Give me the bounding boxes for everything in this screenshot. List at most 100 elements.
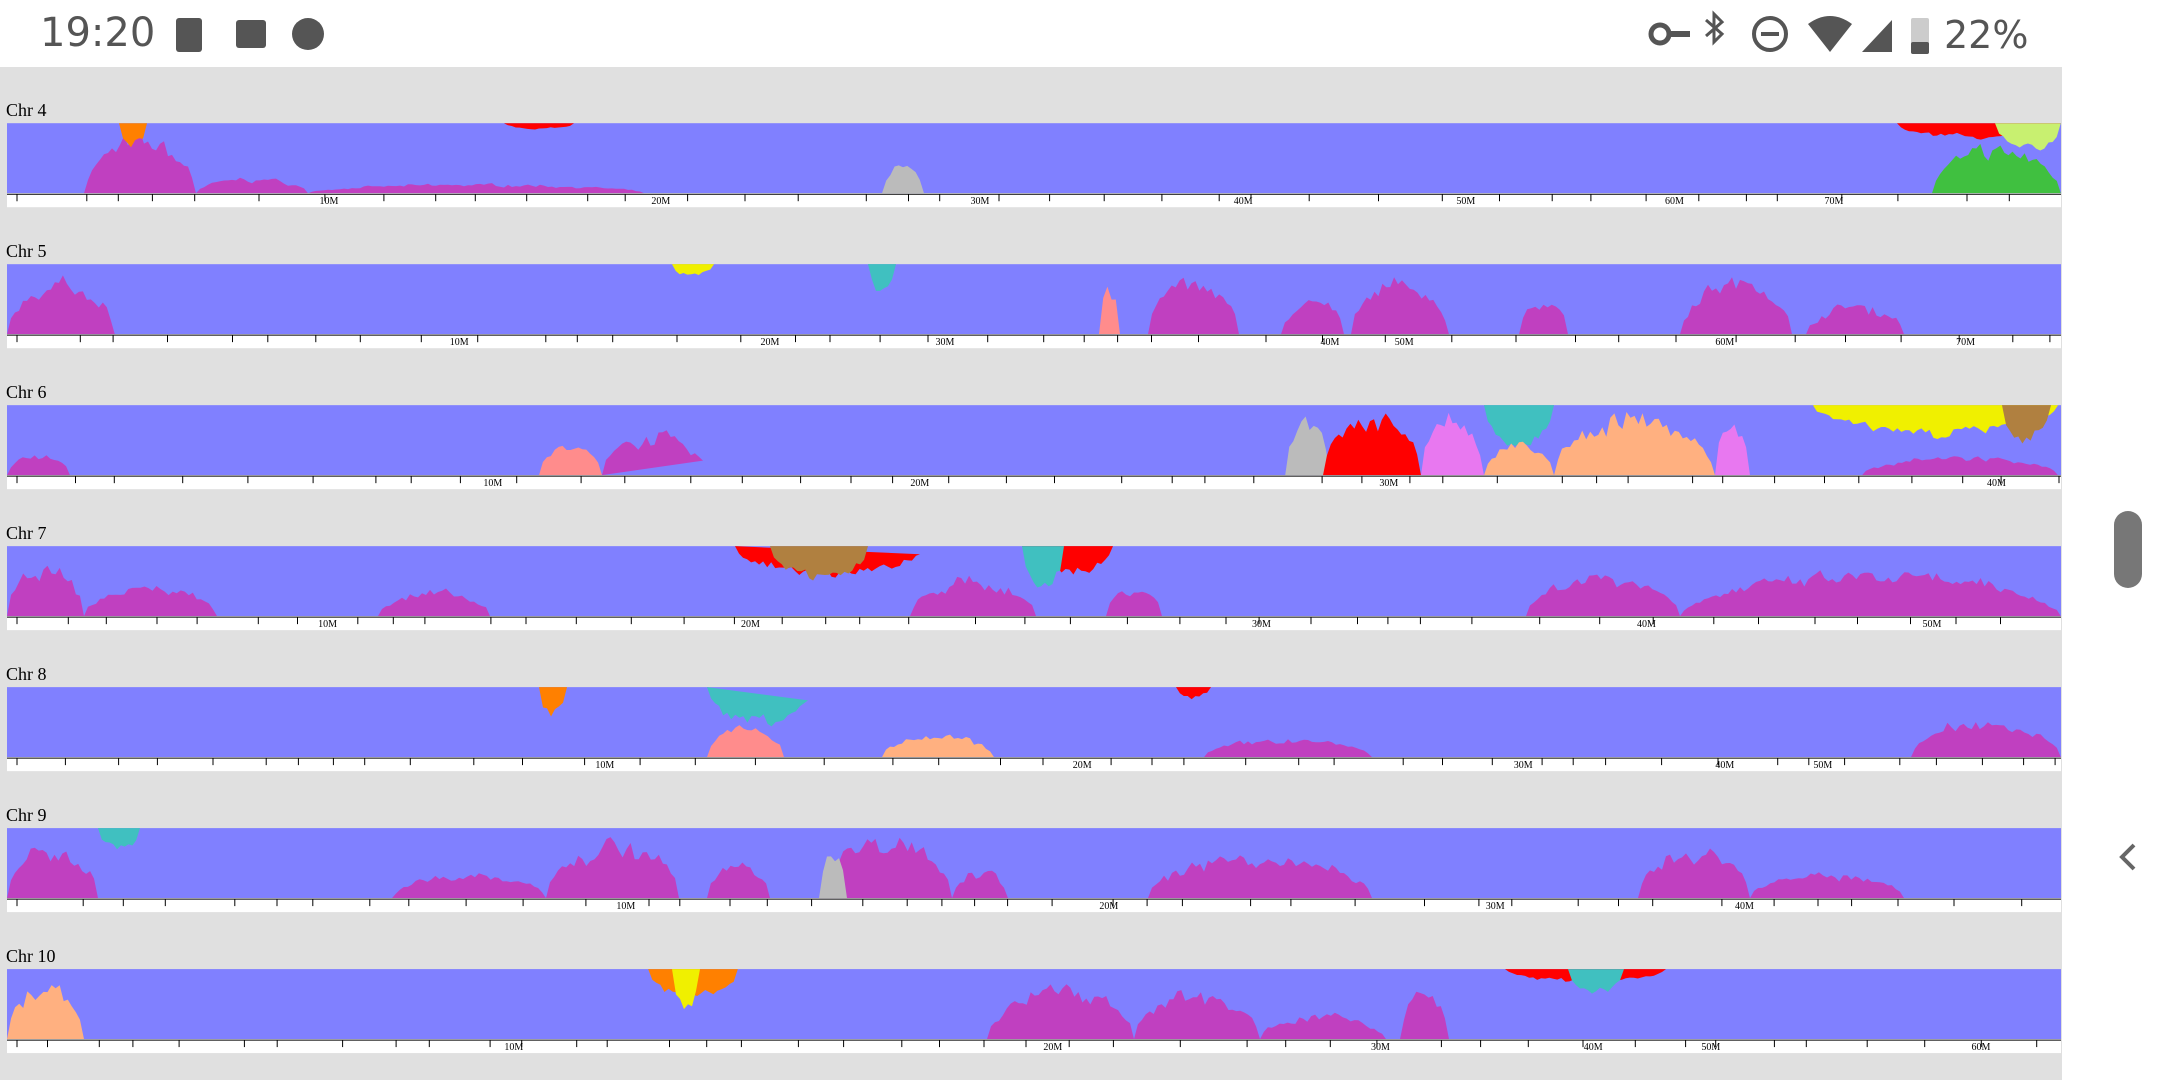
ancestry-segment [7, 455, 70, 476]
ancestry-segment [1022, 546, 1064, 588]
chromosome-label: Chr 6 [6, 382, 47, 402]
ancestry-segment [308, 183, 644, 194]
axis-tick-label: 40M [1234, 196, 1253, 207]
scrollbar[interactable] [2114, 511, 2142, 588]
axis-tick-label: 20M [1043, 1042, 1062, 1053]
chromosome-track: Chr 4 10M 20M 30M 40M 50M 60M 70M [6, 100, 2061, 208]
ancestry-segment [84, 586, 217, 617]
axis-tick-label: 50M [1813, 760, 1832, 771]
axis-tick-label: 30M [1371, 1042, 1390, 1053]
ancestry-segment [1862, 456, 2058, 476]
axis-tick-label: 20M [910, 478, 929, 489]
ancestry-segment [1932, 143, 2061, 194]
ancestry-segment [707, 725, 784, 758]
axis-tick-label: 30M [1379, 478, 1398, 489]
battery-level: 22% [1944, 13, 2028, 57]
ancestry-segment [392, 873, 546, 899]
axis-tick-label: 30M [936, 337, 955, 348]
axis-strip [7, 898, 2061, 913]
ancestry-segment [7, 847, 98, 899]
axis-tick-label: 50M [1395, 337, 1414, 348]
axis-tick-label: 10M [595, 760, 614, 771]
back-handle[interactable] [2119, 843, 2136, 871]
axis-tick-label: 30M [1486, 901, 1505, 912]
ancestry-segment [770, 546, 868, 581]
axis-strip [7, 193, 2061, 208]
axis-tick-label: 10M [616, 901, 635, 912]
ancestry-segment [910, 575, 1036, 617]
ancestry-segment [1806, 304, 1904, 335]
axis-tick-label: 10M [318, 619, 337, 630]
chromosome-label: Chr 8 [6, 664, 47, 684]
ancestry-band [7, 123, 2061, 194]
ancestry-segment [819, 856, 847, 899]
ancestry-segment [1568, 969, 1624, 994]
ancestry-segment [1421, 412, 1484, 476]
axis-tick-label: 60M [1972, 1042, 1991, 1053]
chromosome-track: Chr 7 10M 20M 30M 40M 50M [6, 523, 2061, 631]
ancestry-segment [1995, 123, 2061, 151]
chromosome-label: Chr 10 [6, 946, 56, 966]
ancestry-segment [1281, 300, 1344, 335]
axis-strip [7, 475, 2061, 490]
axis-tick-label: 40M [1584, 1042, 1603, 1053]
axis-tick-label: 50M [1456, 196, 1475, 207]
chromosome-track: Chr 5 10M 20M 30M 40M 50M 60M 70M [6, 241, 2061, 349]
ancestry-segment [7, 275, 115, 335]
ancestry-segment [1134, 990, 1260, 1040]
ancestry-band [7, 405, 2061, 476]
axis-tick-label: 20M [651, 196, 670, 207]
ancestry-segment [1680, 570, 2061, 617]
ancestry-segment [882, 165, 924, 194]
ancestry-segment [987, 984, 1134, 1040]
ancestry-segment [196, 177, 308, 194]
ancestry-segment [1260, 1012, 1386, 1040]
axis-tick-label: 70M [1956, 337, 1975, 348]
axis-tick-label: 30M [1252, 619, 1271, 630]
axis-tick-label: 30M [971, 196, 990, 207]
ancestry-segment [602, 430, 703, 476]
chromosome-label: Chr 5 [6, 241, 47, 261]
axis-tick-label: 40M [1321, 337, 1340, 348]
axis-tick-label: 50M [1923, 619, 1942, 630]
ancestry-segment [1400, 991, 1449, 1040]
ancestry-segment [504, 123, 574, 130]
axis-tick-label: 60M [1715, 337, 1734, 348]
axis-strip [7, 757, 2061, 772]
ancestry-segment [1911, 722, 2061, 758]
ancestry-segment [819, 837, 952, 899]
axis-tick-label: 40M [1715, 760, 1734, 771]
ancestry-segment [672, 969, 700, 1010]
ancestry-band [7, 687, 2061, 758]
ancestry-segment [119, 123, 147, 148]
chromosome-track: Chr 10 10M 20M 30M 40M 50M 60M [6, 946, 2061, 1054]
ancestry-segment [882, 734, 994, 758]
axis-tick-label: 30M [1514, 760, 1533, 771]
ancestry-segment [7, 985, 84, 1040]
clock: 19:20 [40, 10, 155, 56]
ancestry-segment [84, 131, 196, 194]
axis-tick-label: 10M [450, 337, 469, 348]
ancestry-segment [7, 565, 84, 617]
chromosome-track: Chr 8 10M 20M 30M 40M 50M [6, 664, 2061, 772]
ancestry-segment [1638, 848, 1750, 899]
ancestry-segment [1204, 739, 1372, 758]
ancestry-segment [2002, 405, 2051, 444]
ancestry-segment [1106, 591, 1162, 617]
ancestry-segment [1285, 416, 1330, 476]
axis-tick-label: 20M [741, 619, 760, 630]
ancestry-segment [539, 687, 567, 717]
ancestry-segment [672, 264, 714, 275]
chromosome-label: Chr 9 [6, 805, 47, 825]
chromosome-track: Chr 6 10M 20M 30M 40M [6, 382, 2061, 490]
chromosome-label: Chr 4 [6, 100, 47, 120]
status-bar [0, 0, 2160, 67]
axis-tick-label: 20M [761, 337, 780, 348]
ancestry-segment [707, 687, 808, 727]
chromosome-track: Chr 9 10M 20M 30M 40M [6, 805, 2061, 913]
axis-tick-label: 10M [320, 196, 339, 207]
axis-strip [7, 334, 2061, 349]
ancestry-segment [1148, 277, 1239, 335]
